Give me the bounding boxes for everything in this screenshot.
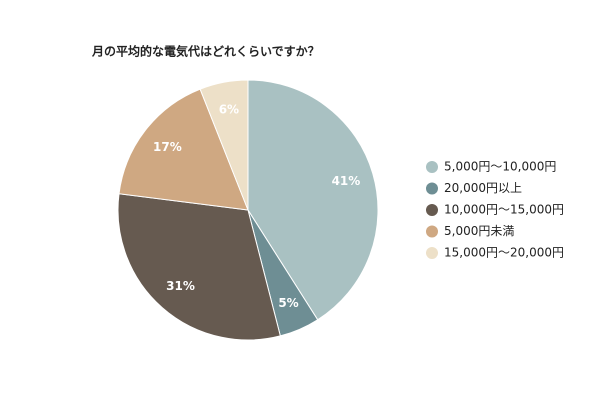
data-label: 41% — [332, 174, 361, 188]
legend-label: 20,000円以上 — [444, 181, 522, 195]
data-label: 17% — [153, 140, 182, 154]
legend-label: 10,000円～15,000円 — [444, 203, 564, 217]
pie-slice — [117, 193, 281, 341]
legend-swatch — [426, 182, 438, 195]
legend-swatch — [426, 204, 438, 216]
legend-label: 15,000円～20,000円 — [444, 246, 564, 260]
pie-slice — [199, 79, 249, 211]
legend-label: 5,000円未満 — [444, 224, 514, 238]
pie-slice — [118, 88, 249, 211]
data-label: 6% — [219, 102, 239, 116]
legend-swatch — [426, 247, 438, 259]
pie-slice — [247, 79, 379, 321]
legend-label: 5,000円～10,000円 — [444, 160, 556, 174]
data-label: 5% — [278, 296, 298, 310]
data-label: 31% — [166, 279, 195, 293]
legend-swatch — [426, 161, 438, 173]
chart-title: 月の平均的な電気代はどれくらいですか？ — [91, 44, 320, 59]
legend-swatch — [426, 225, 438, 238]
